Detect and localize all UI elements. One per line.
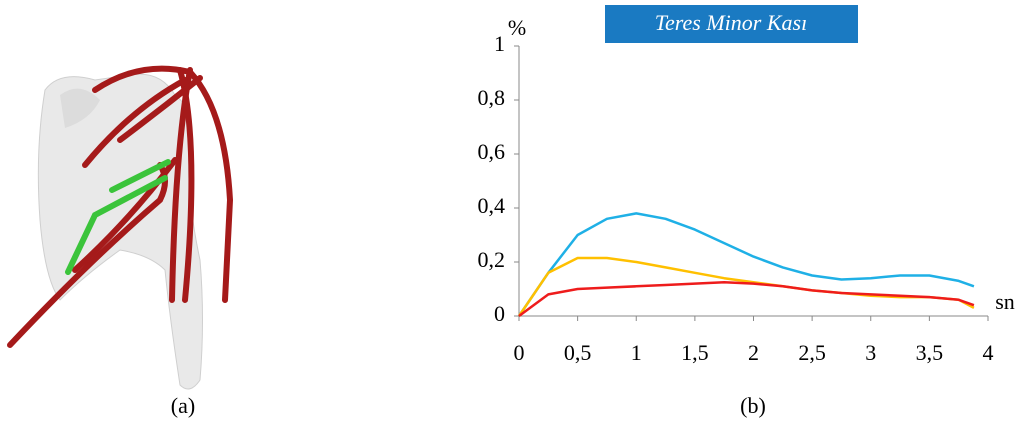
- x-tick-label: 0,5: [564, 340, 592, 365]
- x-tick-label: 3: [865, 340, 876, 365]
- y-tick-label: 0,4: [478, 193, 506, 218]
- y-tick-label: 0,8: [478, 85, 506, 110]
- caption: (a): [171, 393, 195, 418]
- y-tick-label: 0,2: [478, 247, 506, 272]
- y-axis-label: %: [508, 15, 526, 40]
- y-tick-label: 1: [494, 31, 505, 56]
- y-tick-label: 0,6: [478, 139, 506, 164]
- x-axis-label: sn: [995, 289, 1015, 314]
- muscles: [7, 65, 234, 348]
- shoulder-illustration: [7, 65, 234, 390]
- title-box: [605, 5, 858, 43]
- caption: (b): [740, 393, 766, 418]
- y-tick-label: 0: [494, 301, 505, 326]
- series-line: [517, 212, 975, 317]
- bone-shade: [60, 88, 100, 128]
- x-tick-label: 2: [748, 340, 759, 365]
- series-line: [518, 281, 975, 318]
- x-tick-label: 1: [631, 340, 642, 365]
- x-tick-label: 2,5: [798, 340, 826, 365]
- chart-title: Teres Minor Kası: [655, 10, 807, 35]
- series-line: [517, 256, 975, 317]
- x-tick-label: 3,5: [916, 340, 944, 365]
- x-tick-label: 0: [514, 340, 525, 365]
- x-tick-label: 4: [983, 340, 994, 365]
- x-tick-label: 1,5: [681, 340, 709, 365]
- teres-minor: [65, 159, 171, 275]
